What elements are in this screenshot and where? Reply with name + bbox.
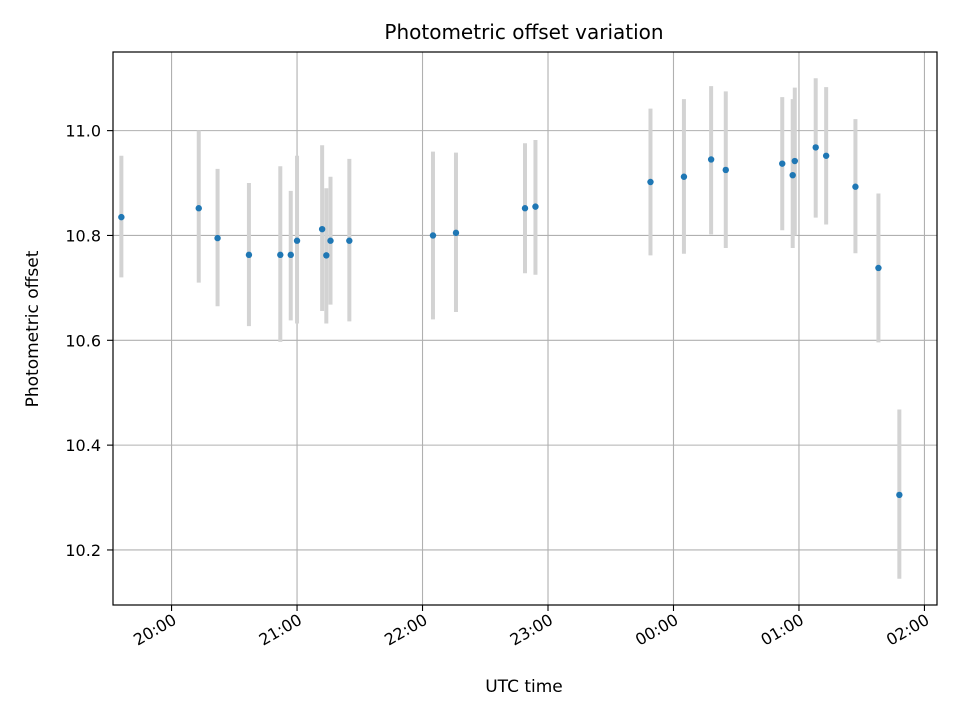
data-point (722, 166, 729, 174)
data-point (346, 237, 353, 244)
data-point (680, 173, 688, 180)
x-axis-label: UTC time (485, 677, 563, 697)
data-point (287, 251, 294, 259)
y-tick-label: 11.0 (65, 122, 101, 141)
data-point (277, 251, 284, 259)
data-point (779, 160, 786, 167)
data-point (852, 183, 859, 190)
data-point (318, 225, 326, 233)
y-tick-label: 10.4 (65, 436, 101, 455)
data-point (323, 252, 330, 259)
data-point (521, 205, 529, 212)
data-point (293, 237, 301, 244)
y-axis-ticks: 10.2 10.4 10.6 10.8 11.0 (65, 122, 113, 560)
data-point (118, 213, 125, 221)
y-axis-label: Photometric offset (23, 250, 43, 407)
data-point (245, 251, 253, 259)
chart-title: Photometric offset variation (384, 20, 663, 44)
data-point (875, 264, 882, 272)
data-point (452, 229, 460, 237)
data-point (327, 237, 334, 244)
data-point (812, 144, 819, 151)
data-point (707, 156, 715, 163)
data-point (789, 171, 796, 179)
data-point (195, 205, 202, 212)
y-tick-label: 10.2 (65, 541, 101, 560)
data-points (118, 144, 903, 499)
y-tick-label: 10.6 (65, 331, 101, 350)
data-point (896, 491, 903, 499)
plot-frame (112, 51, 938, 606)
data-point (532, 203, 539, 210)
data-point (822, 152, 830, 159)
data-point (791, 157, 798, 165)
y-tick-label: 10.8 (65, 226, 101, 245)
data-point (647, 178, 654, 186)
data-point (429, 232, 437, 239)
data-point (214, 234, 221, 242)
